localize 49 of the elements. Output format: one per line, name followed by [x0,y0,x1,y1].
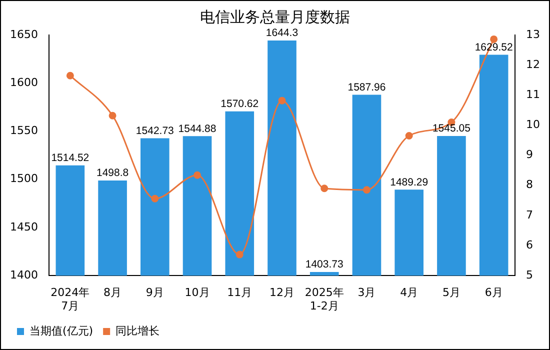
data-label: 1545.05 [432,122,471,135]
x-tick-label: 5月 [442,286,460,300]
point [490,35,498,43]
y2-tick-label: 6 [526,238,534,252]
x-tick-label: 4月 [400,286,418,300]
x-tick-label: 6月 [484,286,503,300]
y-tick-label: 1500 [10,172,38,186]
point [108,112,116,120]
y-tick-label: 1650 [10,28,38,41]
x-tick-label: 11月 [227,286,252,300]
y2-tick-label: 10 [526,118,540,132]
y2-tick-label: 7 [526,208,534,222]
x-tick-label: 3月 [358,286,376,300]
legend-label: 同比增长 [116,324,160,338]
point [194,171,202,179]
point [405,132,413,140]
point [66,72,74,80]
x-tick-label: 2025年 1-2月 [304,286,344,312]
y2-tick-label: 11 [526,88,540,102]
y-tick-label: 1550 [10,124,38,138]
x-tick-label: 10月 [184,286,210,300]
data-label: 1544.88 [178,122,216,135]
data-label: 1570.62 [220,98,259,110]
y2-tick-label: 13 [526,28,540,41]
point [362,186,370,194]
chart-title: 电信业务总量月度数据 [200,8,350,26]
data-label: 1489.29 [390,176,428,188]
legend-label: 当期值(亿元) [30,324,94,338]
x-tick-label: 2024年 7月 [50,286,90,312]
y-tick-label: 1450 [10,220,38,234]
x-tick-label: 8月 [104,286,122,300]
data-label: 1587.96 [348,81,386,94]
data-label: 1644.3 [266,27,298,40]
point [236,250,244,258]
data-label: 1403.73 [305,258,344,271]
y-tick-label: 1400 [10,268,38,282]
y2-tick-label: 12 [526,58,540,71]
y2-tick-label: 5 [526,268,534,282]
point [151,194,159,202]
y-tick-label: 1600 [10,76,38,89]
point [278,96,286,104]
data-label: 1542.73 [136,124,174,137]
x-tick-label: 9月 [146,286,164,300]
x-tick-label: 12月 [270,286,294,300]
y2-tick-label: 9 [526,148,534,162]
y2-tick-label: 8 [526,178,534,192]
data-label: 1514.52 [51,152,90,164]
data-label: 1498.8 [96,167,129,180]
point [320,184,328,192]
